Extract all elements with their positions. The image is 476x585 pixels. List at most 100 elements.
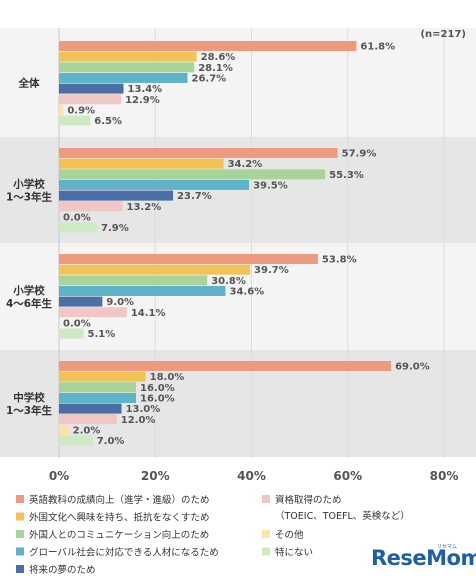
data-label: 5.1%: [88, 329, 116, 340]
bars: [59, 41, 392, 446]
group-label: 1〜3年生: [6, 191, 53, 204]
legend-swatch: [16, 530, 24, 538]
data-label: 7.0%: [97, 436, 125, 447]
legend-swatch: [16, 512, 24, 521]
data-label: 16.0%: [140, 393, 175, 404]
data-label: 23.7%: [177, 191, 212, 202]
bar: [59, 62, 195, 73]
legend-label: グローバル社会に対応できる人材になるため: [29, 547, 219, 559]
legend-swatch: [262, 530, 270, 538]
bar: [59, 41, 357, 51]
data-label: 28.6%: [201, 52, 236, 63]
legend-label: 英語教科の成績向上（進学・進級）のため: [29, 494, 210, 506]
bar: [59, 361, 392, 371]
legend-swatch: [262, 495, 270, 503]
legend-label: 資格取得のため: [275, 494, 342, 506]
group-label: 4〜6年生: [6, 297, 53, 310]
bar: [59, 392, 136, 403]
x-tick-label: 40%: [237, 469, 266, 483]
bar: [59, 158, 224, 169]
logo-subtext: リセマム: [437, 544, 457, 550]
bar: [59, 435, 93, 446]
data-label: 30.8%: [211, 276, 246, 287]
data-label: 61.8%: [360, 42, 395, 53]
data-label: 0.0%: [63, 318, 91, 329]
data-label: 57.9%: [342, 149, 377, 160]
bar: [59, 201, 123, 212]
x-tick-label: 20%: [141, 469, 170, 483]
data-label: 28.1%: [198, 63, 233, 74]
data-label: 26.7%: [191, 73, 226, 84]
legend-swatch: [262, 547, 270, 556]
data-label: 9.0%: [106, 297, 134, 308]
sample-size-label: (n=217): [420, 29, 466, 40]
x-tick-label: 0%: [49, 469, 69, 483]
data-label: 18.0%: [150, 372, 185, 383]
data-label: 16.0%: [140, 383, 175, 394]
group-label: 小学校: [12, 284, 45, 297]
bar: [59, 83, 124, 94]
data-label: 53.8%: [322, 255, 357, 266]
bar: [59, 328, 84, 339]
logo-text: ReseMom: [371, 546, 476, 570]
bar: [59, 190, 174, 201]
data-label: 12.0%: [121, 415, 156, 426]
x-tick-label: 80%: [430, 469, 459, 483]
data-label: 13.2%: [127, 202, 162, 213]
bar: [59, 424, 69, 435]
bar: [59, 169, 326, 180]
bar: [59, 382, 136, 393]
group-label: 中学校: [13, 391, 45, 404]
data-label: 14.1%: [131, 308, 166, 319]
data-label: 6.5%: [94, 116, 122, 127]
x-tick-labels: 0% 20% 40% 60% 80%: [49, 469, 459, 483]
data-label: 13.0%: [126, 404, 161, 415]
data-label: 13.4%: [127, 84, 162, 95]
resemom-logo: ReseMom リセマム: [371, 544, 476, 570]
data-label: 7.9%: [101, 223, 129, 234]
bar: [59, 403, 122, 414]
data-label: 12.9%: [125, 95, 160, 106]
legend-swatch: [16, 495, 24, 503]
data-label: 39.7%: [254, 265, 289, 276]
value-labels: 61.8% 28.6%28.1%26.7% 13.4%12.9% 0.9%6.5% 57…: [63, 42, 430, 448]
bar: [59, 72, 188, 83]
legend-label: その他: [275, 529, 304, 541]
data-label: 2.0%: [73, 425, 101, 436]
bar: [59, 115, 91, 126]
data-label: 69.0%: [395, 362, 430, 373]
bar: [59, 179, 250, 190]
group-label: 1〜3年生: [6, 404, 53, 417]
legend-label: （TOEIC、TOEFL、英検など）: [275, 510, 410, 522]
x-tick-label: 60%: [333, 469, 362, 483]
data-label: 39.5%: [253, 180, 288, 191]
bar: [59, 371, 146, 382]
bar: [59, 94, 122, 105]
data-label: 34.2%: [228, 159, 263, 170]
data-label: 0.9%: [67, 105, 95, 116]
bar: [59, 264, 251, 275]
data-label: 34.6%: [230, 286, 265, 297]
bar: [59, 148, 338, 158]
bar: [59, 254, 318, 264]
legend-swatch: [16, 565, 24, 573]
bar: [59, 222, 98, 233]
group-label: 小学校: [12, 178, 45, 191]
data-label: 0.0%: [63, 212, 91, 223]
legend-label: 外国人とのコミュニケーション向上のため: [29, 529, 209, 541]
bar: [59, 51, 197, 62]
legend: 英語教科の成績向上（進学・進級）のため外国文化へ興味を持ち、抵抗をなくすため外国…: [16, 494, 410, 576]
data-label: 55.3%: [329, 170, 364, 181]
legend-label: 特にない: [275, 547, 313, 559]
legend-swatch: [16, 547, 24, 556]
bar: [59, 275, 208, 286]
bar: [59, 296, 103, 307]
bar: [59, 285, 226, 296]
legend-label: 将来の夢のため: [29, 564, 96, 576]
bar: [59, 307, 127, 318]
group-label: 全体: [18, 77, 40, 90]
bar: [59, 104, 64, 115]
